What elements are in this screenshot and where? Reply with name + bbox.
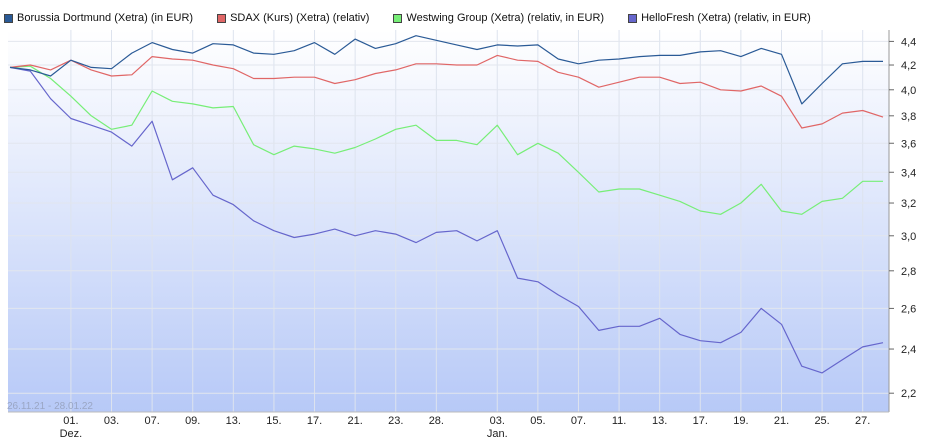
legend-label-bvb: Borussia Dortmund (Xetra) (in EUR) (17, 12, 194, 24)
x-tick-label: 07. (144, 415, 159, 427)
legend-label-westwing: Westwing Group (Xetra) (relativ, in EUR) (406, 12, 605, 24)
series-line-westwing (9, 65, 883, 215)
series-line-sdax (9, 54, 884, 129)
x-tick-label: 21. (774, 415, 789, 427)
x-tick-label: 03. (104, 415, 119, 427)
legend-item-sdax[interactable]: SDAX (Kurs) (Xetra) (relativ) (217, 12, 369, 24)
legend-label-sdax: SDAX (Kurs) (Xetra) (relativ) (230, 12, 370, 24)
y-tick-label: 2,4 (901, 344, 916, 356)
x-tick-label: 13. (226, 415, 241, 427)
y-tick-label: 2,8 (901, 266, 916, 278)
x-tick-label: 09. (185, 415, 200, 427)
x-tick-label: 05. (530, 415, 545, 427)
x-tick-label: 07. (571, 415, 586, 427)
x-tick-label: 25. (814, 415, 829, 427)
x-tick-label: 28. (429, 415, 444, 427)
vertical-grid (70, 30, 864, 412)
y-axis-ticks: 2,2 2,4 2,6 2,8 3,0 3,2 3,4 3,6 3,8 4,0 4,2 4,4 (889, 36, 916, 400)
y-tick-label: 2,2 (901, 388, 916, 400)
y-tick-label: 4,2 (901, 60, 916, 72)
x-tick-label: 15. (266, 415, 281, 427)
x-tick-month-label: Jan. (487, 428, 508, 440)
y-tick-label: 3,0 (901, 231, 916, 243)
series-line-bvb (9, 35, 883, 105)
y-tick-label: 3,2 (901, 198, 916, 210)
legend: Borussia Dortmund (Xetra) (in EUR) SDAX … (4, 10, 835, 26)
x-tick-month-label: Dez. (60, 428, 83, 440)
x-tick-label: 17. (693, 415, 708, 427)
x-tick-label: 19. (733, 415, 748, 427)
legend-label-hellofresh: HelloFresh (Xetra) (relativ, in EUR) (641, 12, 811, 24)
legend-swatch-hellofresh (628, 13, 638, 23)
y-tick-label: 4,0 (901, 85, 916, 97)
y-tick-label: 3,6 (901, 138, 916, 150)
x-axis-ticks: 01.Dez.03. 07. 09. 13. 15. 17. 21. 23. 28. 03.Jan… (60, 415, 871, 440)
x-tick-label: 03. (490, 415, 505, 427)
y-tick-label: 4,4 (901, 36, 916, 48)
y-tick-label: 3,4 (901, 167, 916, 179)
plot-background (8, 30, 889, 412)
x-tick-label: 21. (347, 415, 362, 427)
x-tick-label: 17. (307, 415, 322, 427)
series-lines (9, 35, 884, 374)
x-tick-label: 11. (612, 415, 626, 427)
x-tick-label: 27. (855, 415, 870, 427)
y-tick-label: 2,6 (901, 303, 916, 315)
legend-item-bvb[interactable]: Borussia Dortmund (Xetra) (in EUR) (4, 12, 193, 24)
legend-swatch-bvb (4, 13, 13, 23)
legend-item-westwing[interactable]: Westwing Group (Xetra) (relativ, in EUR) (393, 12, 604, 24)
date-range-label: 26.11.21 - 28.01.22 (7, 401, 93, 412)
x-tick-label: 23. (388, 415, 403, 427)
legend-item-hellofresh[interactable]: HelloFresh (Xetra) (relativ, in EUR) (628, 12, 811, 24)
y-tick-label: 3,8 (901, 111, 916, 123)
x-tick-label: 01. (63, 415, 78, 427)
legend-swatch-sdax (217, 13, 227, 23)
series-line-hellofresh (9, 66, 884, 374)
legend-swatch-westwing (393, 13, 403, 23)
x-tick-label: 13. (652, 415, 667, 427)
